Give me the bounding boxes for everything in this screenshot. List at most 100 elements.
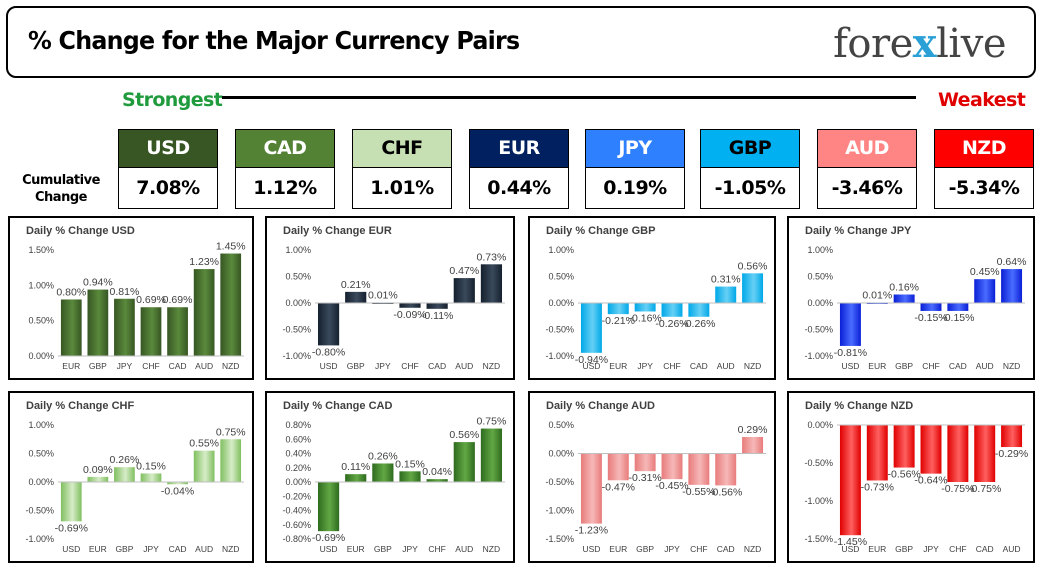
data-label: 0.16% <box>889 282 919 294</box>
bar <box>60 482 82 522</box>
x-tick-label: CAD <box>949 361 967 371</box>
x-tick-label: EUR <box>347 544 365 554</box>
data-label: -0.15% <box>941 312 974 324</box>
bar <box>480 428 503 482</box>
x-tick-label: JPY <box>375 361 391 371</box>
x-tick-label: AUD <box>976 361 994 371</box>
data-label: -0.29% <box>995 448 1028 460</box>
y-tick-label: 0.00% <box>548 449 574 459</box>
x-tick-label: NZD <box>744 544 761 554</box>
y-tick-label: -1.00% <box>282 351 311 361</box>
x-tick-label: NZD <box>222 544 239 554</box>
data-label: 0.69% <box>136 294 166 306</box>
bar <box>607 453 629 481</box>
currency-box-nzd: NZD -5.34% <box>934 129 1034 209</box>
chart-panel-1: Daily % Change USD 0.00% 0.50% 1.00% 1.50% 0.… <box>8 216 254 380</box>
bar <box>453 442 475 482</box>
data-label: 0.31% <box>711 274 741 286</box>
cumulative-change-value: -5.34% <box>935 168 1033 208</box>
bar-chart: -1.00% -0.50% 0.00% 0.50% 1.00% -0.80% USD 0.21… <box>282 245 506 371</box>
y-tick-label: 0.00% <box>548 298 574 308</box>
data-label: -0.75% <box>941 483 974 495</box>
bar <box>607 303 629 315</box>
data-label: 0.55% <box>189 438 219 450</box>
currency-box-cad: CAD 1.12% <box>235 129 335 209</box>
bar <box>193 450 215 482</box>
data-label: -0.15% <box>914 312 947 324</box>
data-label: -0.16% <box>629 312 662 324</box>
y-tick-label: 0.00% <box>285 477 311 487</box>
data-label: 0.04% <box>422 466 452 478</box>
bar-chart: -1.00% -0.50% 0.00% 0.50% 1.00% -0.81% USD 0.01… <box>804 245 1026 371</box>
chart-panel-6: Daily % Change CAD -0.80% -0.60% -0.40% -0.2… <box>265 391 515 563</box>
cumulative-label-line2: Change <box>35 190 87 205</box>
data-label: -0.55% <box>682 486 715 498</box>
bar <box>317 482 340 532</box>
bar-chart: -1.50% -1.00% -0.50% 0.00% -1.45%USD -0.73% EU… <box>804 420 1028 554</box>
data-label: -1.23% <box>575 525 608 537</box>
x-tick-label: CAD <box>169 361 187 371</box>
y-tick-label: 0.50% <box>285 272 311 282</box>
cumulative-change-value: -3.46% <box>818 168 916 208</box>
x-tick-label: AUD <box>1003 544 1021 554</box>
data-label: -0.45% <box>655 480 688 492</box>
data-label: 0.56% <box>449 429 479 441</box>
bar <box>839 303 861 346</box>
x-tick-label: USD <box>582 544 600 554</box>
y-tick-label: 0.00% <box>807 298 833 308</box>
y-tick-label: 0.00% <box>807 420 833 430</box>
data-label: -0.94% <box>575 354 608 366</box>
data-label: -0.11% <box>421 310 454 322</box>
bar <box>193 269 215 356</box>
x-tick-label: GBP <box>347 361 365 371</box>
bar <box>60 299 82 356</box>
y-tick-label: 0.00% <box>28 477 54 487</box>
data-label: -0.09% <box>393 309 426 321</box>
data-label: 0.01% <box>368 289 398 301</box>
bar <box>974 425 996 482</box>
x-tick-label: AUD <box>455 361 473 371</box>
bar <box>715 453 737 486</box>
data-label: 1.45% <box>216 241 246 253</box>
y-tick-label: -0.80% <box>282 534 311 544</box>
currency-code: AUD <box>818 130 916 168</box>
cumulative-change-value: 7.08% <box>119 168 217 208</box>
currency-code: JPY <box>586 130 684 168</box>
bar <box>426 479 448 482</box>
data-label: -0.73% <box>861 481 894 493</box>
chart-title: Daily % Change CAD <box>283 400 393 412</box>
x-tick-label: JPY <box>117 361 133 371</box>
bar <box>920 303 942 311</box>
bar <box>866 425 888 481</box>
y-tick-label: -0.50% <box>804 325 833 335</box>
data-label: 0.47% <box>449 265 479 277</box>
x-tick-label: USD <box>320 361 338 371</box>
bar <box>715 286 737 303</box>
data-label: -0.80% <box>312 346 345 358</box>
chart-panel-2: Daily % Change EUR -1.00% -0.50% 0.00% 0.50%… <box>265 216 515 380</box>
bar <box>87 289 109 356</box>
x-tick-label: GBP <box>115 544 133 554</box>
bar <box>661 303 683 317</box>
y-tick-label: 1.00% <box>285 245 311 255</box>
x-tick-label: USD <box>320 544 338 554</box>
x-tick-label: NZD <box>744 361 761 371</box>
bar <box>426 303 448 309</box>
x-tick-label: CHF <box>922 361 939 371</box>
y-tick-label: -1.00% <box>545 351 574 361</box>
bar <box>974 279 996 303</box>
currency-code: CHF <box>353 130 451 168</box>
chart-title: Daily % Change JPY <box>805 225 912 237</box>
bar <box>399 471 421 482</box>
x-tick-label: USD <box>841 544 859 554</box>
data-label: -0.69% <box>312 532 345 544</box>
y-tick-label: 0.50% <box>807 272 833 282</box>
data-label: -0.21% <box>602 315 635 327</box>
currency-box-jpy: JPY 0.19% <box>585 129 685 209</box>
x-tick-label: JPY <box>637 361 653 371</box>
weakest-label: Weakest <box>938 89 1026 111</box>
y-tick-label: 0.80% <box>285 420 311 430</box>
y-tick-label: 0.50% <box>548 420 574 430</box>
bar-chart: 0.00% 0.50% 1.00% 1.50% 0.80% EUR 0.94% GBP 0.81… <box>28 241 246 371</box>
x-tick-label: AUD <box>195 361 213 371</box>
